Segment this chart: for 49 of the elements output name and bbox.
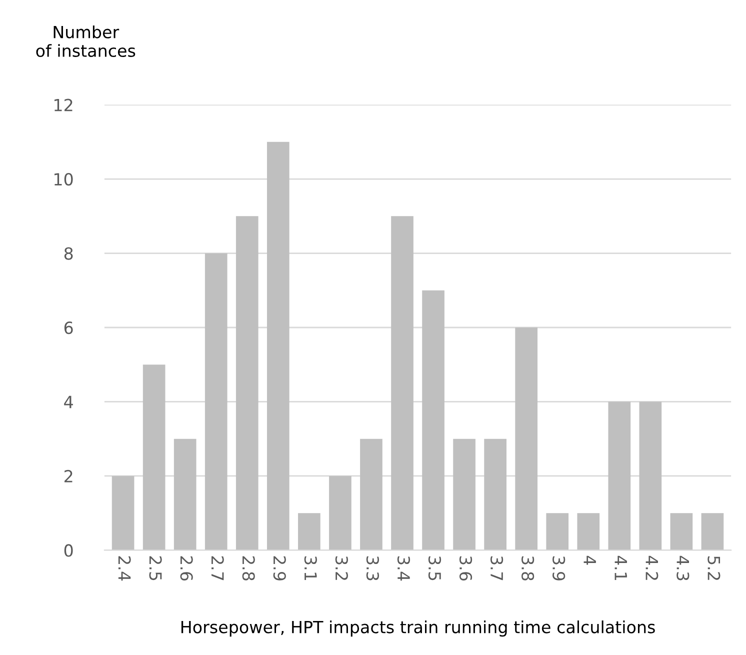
bar bbox=[142, 364, 166, 550]
bar bbox=[546, 513, 569, 550]
bar bbox=[329, 476, 352, 550]
bar bbox=[204, 253, 228, 550]
bar bbox=[298, 513, 320, 550]
bar bbox=[112, 476, 134, 550]
x-tick-label: 3.9 bbox=[552, 556, 566, 580]
x-tick-label: 2.7 bbox=[212, 556, 224, 580]
bar bbox=[391, 216, 414, 550]
x-tick-label: 3.8 bbox=[522, 556, 534, 580]
y-tick-label: 12 bbox=[54, 98, 72, 112]
x-tick-label: 3.4 bbox=[397, 556, 410, 581]
x-tick-label: 3.7 bbox=[490, 556, 504, 580]
bar bbox=[639, 402, 662, 550]
y-tick-label: 0 bbox=[64, 544, 73, 557]
x-tick-label: 2.9 bbox=[273, 556, 286, 580]
x-tick-label: 2.8 bbox=[242, 556, 255, 580]
y-tick-label: 10 bbox=[54, 172, 73, 186]
bar bbox=[608, 402, 631, 550]
bar bbox=[701, 513, 724, 550]
x-tick-label: 2.5 bbox=[149, 556, 162, 580]
x-tick-label: 4.3 bbox=[676, 556, 690, 580]
x-tick-label: 2.6 bbox=[180, 556, 193, 581]
x-tick-label: 2.4 bbox=[118, 556, 131, 581]
x-axis-title: Horsepower, HPT impacts train running time calculations bbox=[181, 620, 655, 637]
y-tick-label: 8 bbox=[64, 247, 73, 260]
bar bbox=[174, 438, 196, 550]
bar bbox=[360, 438, 382, 550]
x-tick-label: 3.2 bbox=[335, 556, 348, 580]
bar bbox=[515, 328, 538, 550]
x-tick-label: 3.6 bbox=[459, 556, 472, 581]
x-tick-label: 4.1 bbox=[614, 556, 627, 580]
bar bbox=[266, 142, 290, 550]
bar bbox=[577, 513, 600, 550]
x-tick-label: 4 bbox=[584, 556, 596, 565]
bar bbox=[422, 290, 444, 550]
bar bbox=[670, 513, 693, 550]
bar bbox=[453, 438, 476, 550]
x-tick-label: 5.2 bbox=[708, 556, 720, 580]
y-axis-title: Number of instances bbox=[36, 25, 136, 58]
bar bbox=[484, 438, 506, 550]
y-tick-label: 6 bbox=[64, 321, 73, 334]
x-tick-label: 3.1 bbox=[304, 556, 317, 580]
x-tick-label: 3.5 bbox=[428, 556, 442, 580]
bar bbox=[236, 216, 258, 550]
y-tick-label: 4 bbox=[64, 396, 73, 408]
y-tick-label: 2 bbox=[64, 470, 72, 482]
x-tick-label: 4.2 bbox=[646, 556, 658, 580]
x-tick-label: 3.3 bbox=[366, 556, 379, 580]
